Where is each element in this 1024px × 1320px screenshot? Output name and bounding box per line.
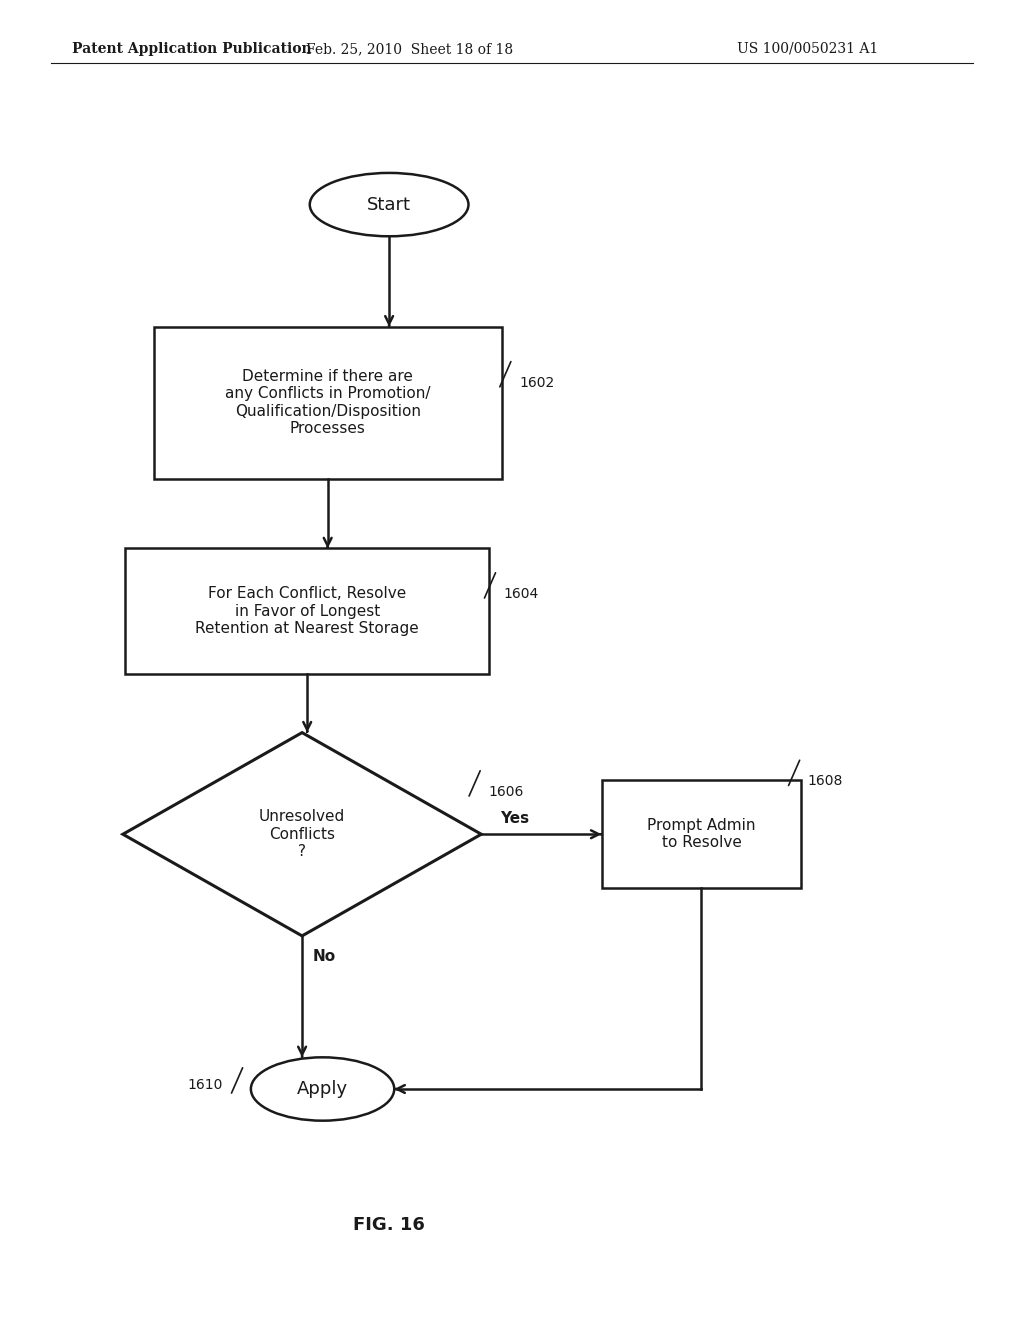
Text: Unresolved
Conflicts
?: Unresolved Conflicts ? [259, 809, 345, 859]
Text: Apply: Apply [297, 1080, 348, 1098]
Bar [154, 327, 502, 479]
Text: Yes: Yes [500, 810, 528, 826]
Bar [125, 549, 489, 673]
Bar [602, 780, 801, 888]
Text: 1606: 1606 [488, 785, 524, 799]
Text: Prompt Admin
to Resolve: Prompt Admin to Resolve [647, 818, 756, 850]
Text: US 100/0050231 A1: US 100/0050231 A1 [737, 42, 879, 55]
Ellipse shape [251, 1057, 394, 1121]
Text: FIG. 16: FIG. 16 [353, 1216, 425, 1234]
Text: Start: Start [368, 195, 411, 214]
Text: For Each Conflict, Resolve
in Favor of Longest
Retention at Nearest Storage: For Each Conflict, Resolve in Favor of L… [196, 586, 419, 636]
Text: Patent Application Publication: Patent Application Publication [72, 42, 311, 55]
Ellipse shape [309, 173, 469, 236]
Text: 1608: 1608 [808, 775, 844, 788]
Text: Determine if there are
any Conflicts in Promotion/
Qualification/Disposition
Pro: Determine if there are any Conflicts in … [225, 370, 430, 436]
Text: 1602: 1602 [519, 376, 554, 389]
Polygon shape [123, 733, 481, 936]
Text: 1610: 1610 [187, 1078, 223, 1092]
Text: No: No [312, 949, 336, 964]
Text: Feb. 25, 2010  Sheet 18 of 18: Feb. 25, 2010 Sheet 18 of 18 [306, 42, 513, 55]
Text: 1604: 1604 [504, 587, 539, 601]
